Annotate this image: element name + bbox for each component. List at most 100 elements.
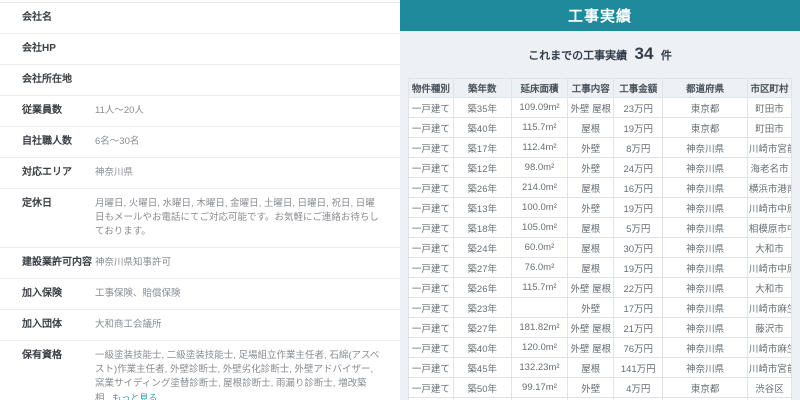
cell-floor-area: 60.0m² xyxy=(510,237,569,258)
column-header: 工事金額 xyxy=(613,78,664,98)
results-table: 物件種別 築年数 延床面積 工事内容 工事金額 都道府県 市区町村 一戸建て 築35年 10… xyxy=(408,78,793,400)
company-info-panel: 会社名 会社HP 会社所在地 従業員数 11人〜20人 自社職人数 6名〜30名 xyxy=(0,0,400,400)
cell-prefecture: 神奈川県 xyxy=(662,197,748,218)
info-value xyxy=(95,42,384,56)
info-value-text: 工事保険、賠償保険 xyxy=(95,288,181,299)
table-row: 一戸建て 築12年 98.0m² 外壁 24万円 神奈川県 海老名市 xyxy=(408,157,793,178)
cell-building-age: 築40年 xyxy=(452,337,512,358)
info-value-text: 11人〜20人 xyxy=(95,105,144,116)
table-row: 一戸建て 築40年 120.0m² 外壁 屋根 76万円 神奈川県 川崎市麻生区 xyxy=(408,337,793,358)
cell-prefecture: 神奈川県 xyxy=(662,277,748,298)
cell-floor-area xyxy=(510,297,569,318)
info-value-text: 月曜日, 火曜日, 水曜日, 木曜日, 金曜日, 土曜日, 日曜日, 祝日, 日… xyxy=(95,198,379,237)
cell-prefecture: 神奈川県 xyxy=(662,237,748,258)
cell-prefecture: 東京都 xyxy=(662,97,748,118)
company-info-row: 従業員数 11人〜20人 xyxy=(0,96,400,127)
results-table-partial-body xyxy=(408,397,793,400)
company-info-row: 会社名 xyxy=(0,3,400,34)
cell-floor-area: 132.23m² xyxy=(510,357,569,378)
cell-prefecture: 東京都 xyxy=(662,117,748,138)
cell-city: 藤沢市 xyxy=(746,317,793,338)
company-info-row: 対応エリア 神奈川県 xyxy=(0,158,400,189)
company-info-list: 会社名 会社HP 会社所在地 従業員数 11人〜20人 自社職人数 6名〜30名 xyxy=(0,2,400,400)
cell-work-cost: 5万円 xyxy=(613,217,664,238)
cell-city: 大和市 xyxy=(746,277,793,298)
cell-property-type: 一戸建て xyxy=(408,297,454,318)
show-more-link[interactable]: もっと見る xyxy=(112,393,158,400)
table-row: 一戸建て 築13年 100.0m² 外壁 19万円 神奈川県 川崎市中原区 xyxy=(408,197,793,218)
cell-work-cost: 30万円 xyxy=(613,237,664,258)
column-header: 築年数 xyxy=(452,78,512,98)
cell-prefecture: 神奈川県 xyxy=(662,257,748,278)
cell-work-type: 屋根 xyxy=(567,117,615,138)
column-header: 都道府県 xyxy=(662,78,748,98)
cell-work-type: 屋根 xyxy=(567,177,615,198)
table-row: 一戸建て 築18年 105.0m² 屋根 5万円 神奈川県 相模原市中央区 xyxy=(408,217,793,238)
cell-work-cost: 16万円 xyxy=(613,177,664,198)
cell-prefecture: 東京都 xyxy=(662,377,748,398)
cell-work-type: 屋根 xyxy=(567,357,615,378)
column-header: 市区町村 xyxy=(746,78,793,98)
count-number: 34 xyxy=(634,44,654,63)
column-header: 工事内容 xyxy=(567,78,615,98)
cell-building-age: 築40年 xyxy=(452,117,512,138)
cell-city: 川崎市宮前区 xyxy=(746,357,793,378)
cell-work-type: 屋根 xyxy=(567,217,615,238)
cell-property-type: 一戸建て xyxy=(408,137,454,158)
cell-floor-area: 105.0m² xyxy=(510,217,569,238)
panel-title: 工事実績 xyxy=(567,8,632,25)
company-info-row: 加入団体 大和商工会議所 xyxy=(0,310,400,341)
cell-prefecture: 神奈川県 xyxy=(662,217,748,238)
cell-floor-area: 115.7m² xyxy=(510,117,569,138)
info-value-text: 神奈川県知事許可 xyxy=(95,257,172,268)
cell-building-age: 築26年 xyxy=(452,277,512,298)
cell-prefecture: 神奈川県 xyxy=(662,317,748,338)
info-label: 加入団体 xyxy=(22,319,62,330)
cell-city: 川崎市宮前区 xyxy=(746,137,793,158)
cell-floor-area: 112.4m² xyxy=(510,137,569,158)
info-value: 6名〜30名 xyxy=(95,135,384,149)
cell-work-cost: 24万円 xyxy=(613,157,664,178)
cell-building-age: 築45年 xyxy=(452,357,512,378)
cell-property-type: 一戸建て xyxy=(408,237,454,258)
table-row: 一戸建て 築26年 115.7m² 外壁 屋根 22万円 神奈川県 大和市 xyxy=(408,277,793,298)
cell-city: 川崎市中原区 xyxy=(746,197,793,218)
company-info-row: 会社HP xyxy=(0,34,400,65)
cell-prefecture: 神奈川県 xyxy=(662,297,748,318)
info-label: 自社職人数 xyxy=(22,136,72,147)
count-suffix: 件 xyxy=(660,50,672,62)
cell-city: 横浜市港南区 xyxy=(746,177,793,198)
cell-prefecture: 神奈川県 xyxy=(662,137,748,158)
cell-building-age: 築17年 xyxy=(452,137,512,158)
info-label: 従業員数 xyxy=(22,105,62,116)
cell-work-type: 外壁 xyxy=(567,197,615,218)
cell-work-cost: 19万円 xyxy=(613,257,664,278)
info-label: 建設業許可内容 xyxy=(22,257,92,268)
cell-building-age: 築24年 xyxy=(452,237,512,258)
cell-property-type: 一戸建て xyxy=(408,117,454,138)
info-value: 11人〜20人 xyxy=(95,104,384,118)
table-row: 一戸建て 築27年 76.0m² 屋根 19万円 神奈川県 川崎市中原区 xyxy=(408,257,793,278)
info-label: 会社所在地 xyxy=(22,74,72,85)
company-info-row: 定休日 月曜日, 火曜日, 水曜日, 木曜日, 金曜日, 土曜日, 日曜日, 祝… xyxy=(0,189,400,248)
cell-floor-area: 98.0m² xyxy=(510,157,569,178)
cell-building-age: 築27年 xyxy=(452,257,512,278)
company-info-row: 保有資格 一級塗装技能士, 二級塗装技能士, 足場組立作業主任者, 石綿(アスベ… xyxy=(0,341,400,400)
table-row: 一戸建て 築26年 214.0m² 屋根 16万円 神奈川県 横浜市港南区 xyxy=(408,177,793,198)
cell-city: 町田市 xyxy=(746,117,793,138)
cell-property-type: 一戸建て xyxy=(408,277,454,298)
table-row-partial xyxy=(408,397,793,400)
table-row: 一戸建て 築40年 115.7m² 屋根 19万円 東京都 町田市 xyxy=(408,117,793,138)
cell-work-type: 外壁 屋根 xyxy=(567,277,615,298)
info-label: 会社HP xyxy=(22,43,56,54)
table-row: 一戸建て 築23年 外壁 17万円 神奈川県 川崎市麻生区 xyxy=(408,297,793,318)
cell-work-cost: 8万円 xyxy=(613,137,664,158)
info-label: 加入保険 xyxy=(22,288,62,299)
cell-work-cost: 76万円 xyxy=(613,337,664,358)
cell-floor-area: 109.09m² xyxy=(510,97,569,118)
info-value: 神奈川県 xyxy=(95,166,384,180)
company-info-row: 加入保険 工事保険、賠償保険 xyxy=(0,279,400,310)
cell-floor-area: 181.82m² xyxy=(510,317,569,338)
info-value: 月曜日, 火曜日, 水曜日, 木曜日, 金曜日, 土曜日, 日曜日, 祝日, 日… xyxy=(95,197,384,239)
info-value: 一級塗装技能士, 二級塗装技能士, 足場組立作業主任者, 石綿(アスベスト)作業… xyxy=(95,349,384,400)
